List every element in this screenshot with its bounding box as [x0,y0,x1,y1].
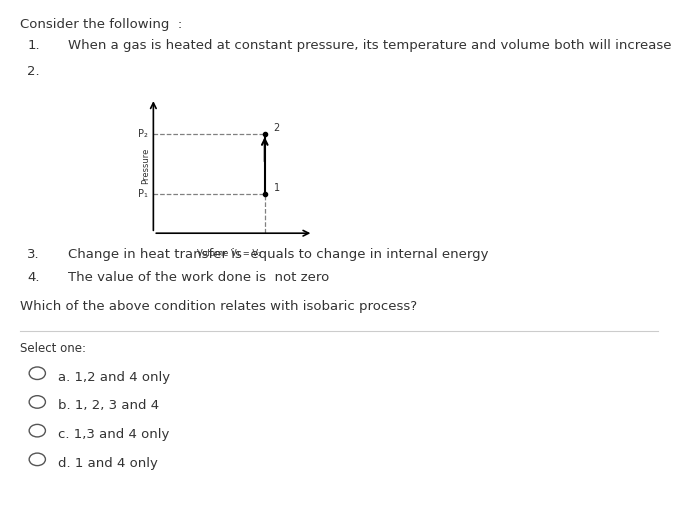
Text: 4.: 4. [27,271,39,284]
Text: P₁: P₁ [138,189,148,199]
Text: 1.: 1. [27,39,40,52]
Text: The value of the work done is  not zero: The value of the work done is not zero [68,271,329,284]
Text: d. 1 and 4 only: d. 1 and 4 only [58,457,157,470]
Text: c. 1,3 and 4 only: c. 1,3 and 4 only [58,428,169,441]
Text: Pressure: Pressure [141,148,150,184]
Text: Consider the following  :: Consider the following : [20,18,182,31]
Text: When a gas is heated at constant pressure, its temperature and volume both will : When a gas is heated at constant pressur… [68,39,671,52]
Text: Change in heat transfer is  equals to change in internal energy: Change in heat transfer is equals to cha… [68,248,488,261]
Text: Volume V₁ = V₂: Volume V₁ = V₂ [197,249,261,258]
Text: b. 1, 2, 3 and 4: b. 1, 2, 3 and 4 [58,399,159,412]
Text: 2.: 2. [27,65,40,78]
Text: Which of the above condition relates with isobaric process?: Which of the above condition relates wit… [20,300,418,313]
Text: Select one:: Select one: [20,342,86,355]
Text: 1: 1 [274,183,280,193]
Text: 2: 2 [274,123,280,133]
Text: 3.: 3. [27,248,40,261]
Text: a. 1,2 and 4 only: a. 1,2 and 4 only [58,371,170,384]
Text: P₂: P₂ [138,129,148,139]
